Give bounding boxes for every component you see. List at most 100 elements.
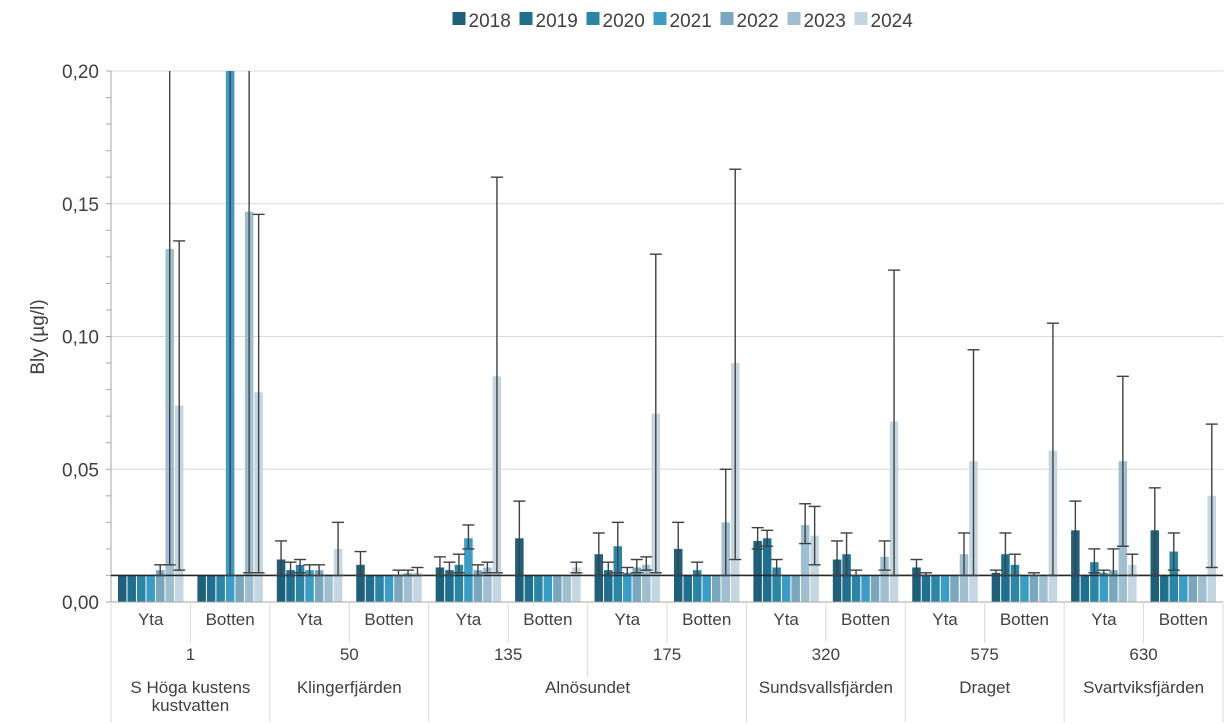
bar: [1020, 575, 1029, 602]
x-tick-label: Yta: [456, 610, 482, 629]
legend-swatch: [452, 12, 466, 25]
legend-item: 2020: [586, 11, 645, 32]
bar: [870, 575, 880, 602]
x-region-label: Sundsvallsfjärden: [759, 678, 893, 697]
x-tick-label: Botten: [364, 610, 413, 629]
bar: [1080, 575, 1090, 602]
bar: [206, 575, 216, 602]
legend-swatch: [519, 12, 533, 25]
bar: [127, 575, 136, 602]
x-region-label: S Höga kustens: [130, 678, 250, 697]
bar: [623, 572, 632, 602]
legend-label: 2021: [670, 11, 712, 32]
bar: [1128, 564, 1137, 602]
bar: [534, 575, 543, 602]
y-axis-label: Bly (µg/l): [28, 299, 49, 374]
bar: [1198, 575, 1207, 602]
bar: [572, 567, 581, 602]
bar: [832, 559, 842, 602]
x-tick-label: Yta: [297, 610, 323, 629]
bar: [880, 556, 889, 602]
bar: [276, 559, 286, 602]
legend-item: 2022: [720, 11, 779, 32]
bar: [384, 575, 394, 602]
bar: [435, 567, 445, 602]
bar: [753, 540, 762, 602]
bar: [155, 570, 165, 602]
x-group-label: 50: [340, 645, 359, 664]
legend-label: 2018: [469, 11, 511, 32]
bar: [861, 575, 870, 602]
bar: [394, 575, 403, 602]
bar: [117, 575, 127, 602]
bar: [375, 575, 384, 602]
bar: [800, 525, 810, 602]
y-gridlines: [111, 70, 1223, 470]
legend-label: 2020: [603, 11, 645, 32]
bar: [216, 575, 225, 602]
bar: [286, 570, 295, 602]
series-2024: [174, 363, 1217, 602]
legend-swatch: [787, 12, 801, 25]
y-tick-label: 0,15: [62, 195, 99, 216]
legend-label: 2024: [871, 11, 914, 32]
bar: [791, 575, 800, 602]
y-tick-label: 0,05: [62, 460, 99, 481]
bar: [931, 575, 940, 602]
bar: [702, 575, 711, 602]
bar: [959, 554, 969, 602]
x-axis-categories: Yta Botten Yta Botten Yta Botten Yta Botten Yta B…: [110, 602, 1224, 722]
bar: [851, 575, 861, 602]
x-tick-label: Botten: [1000, 610, 1049, 629]
x-region-label: Alnösundet: [545, 678, 630, 697]
bar: [991, 572, 1001, 602]
bar: [762, 538, 772, 602]
bar: [483, 567, 492, 602]
bar: [772, 567, 781, 602]
bar: [146, 575, 155, 602]
bar: [295, 564, 305, 602]
x-region-label: Klingerfjärden: [297, 678, 402, 697]
x-group-label: 1: [186, 645, 195, 664]
bar: [562, 575, 572, 602]
x-tick-label: Yta: [1091, 610, 1117, 629]
bar: [413, 572, 422, 602]
x-group-label: 575: [971, 645, 999, 664]
y-tick-label: 0,00: [62, 593, 99, 614]
bar: [940, 575, 950, 602]
bar: [543, 575, 553, 602]
bar: [1090, 562, 1099, 602]
series-2020: [136, 546, 1179, 602]
legend-swatch: [854, 12, 868, 25]
bar: [1099, 572, 1109, 602]
legend-item: 2024: [854, 11, 914, 32]
y-tick-label: 0,20: [62, 62, 99, 83]
series-2022: [155, 567, 1198, 602]
bar: [1109, 570, 1118, 602]
x-group-label: 320: [812, 645, 840, 664]
x-tick-label: Yta: [615, 610, 641, 629]
bar: [1039, 575, 1048, 602]
x-region-label: Svartviksfjärden: [1083, 678, 1204, 697]
legend-item: 2021: [653, 11, 712, 32]
bar: [403, 572, 413, 602]
series-2019: [127, 538, 1169, 602]
legend-swatch: [720, 12, 734, 25]
bar: [692, 570, 702, 602]
bar: [454, 564, 464, 602]
bar: [604, 570, 613, 602]
bar: [445, 570, 454, 602]
x-group-label: 175: [653, 645, 681, 664]
bar: [305, 570, 314, 602]
y-axis: 0,00 0,05 0,10 0,15 0,20: [62, 62, 112, 614]
x-tick-label: Botten: [523, 610, 572, 629]
bar: [553, 575, 562, 602]
bar: [197, 575, 206, 602]
x-tick-label: Yta: [773, 610, 799, 629]
bar: [810, 535, 819, 602]
y-tick-label: 0,10: [62, 328, 99, 349]
x-tick-label: Yta: [932, 610, 958, 629]
legend-label: 2023: [804, 11, 846, 32]
bar: [1001, 554, 1010, 602]
